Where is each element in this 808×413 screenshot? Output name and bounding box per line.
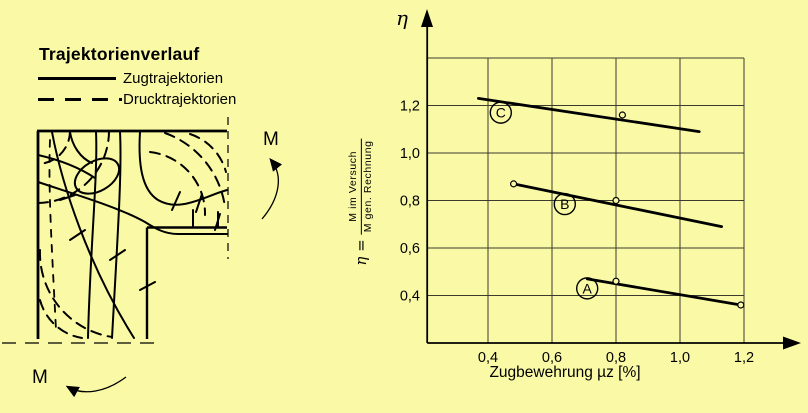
section-cut-lines — [2, 117, 229, 344]
legend-label-zugtrajektorien: Zugtrajektorien — [123, 70, 224, 87]
series-line-B — [512, 182, 723, 229]
trajectory-cross-ticks — [59, 191, 221, 291]
data-point-B — [509, 180, 518, 188]
moment-label-bottom: M — [32, 367, 48, 388]
y-axis-arrowhead — [421, 9, 433, 27]
series-label-B: B — [560, 196, 569, 212]
series-label-A: A — [583, 280, 593, 296]
y-tick-label: 0,4 — [400, 289, 420, 305]
y-tick-label: 1,0 — [400, 146, 420, 162]
trajectory-panel-title: Trajektorienverlauf — [39, 44, 200, 64]
fraction-denominator: M gen. Rechnung — [361, 140, 374, 233]
legend-label-drucktrajektorien: Drucktrajektorien — [123, 91, 237, 108]
series-line-C — [476, 96, 701, 134]
moment-arrow-top — [261, 157, 283, 220]
x-axis-label: Zugbewehrung µz [%] — [489, 364, 641, 381]
x-tick-label: 0,8 — [606, 350, 626, 366]
series-label-circle-A — [576, 277, 599, 300]
moment-label-top: M — [263, 129, 279, 150]
frame-outline — [36, 129, 227, 339]
series-line-A — [585, 277, 743, 307]
data-point-B — [612, 196, 620, 205]
series-label-circle-C — [489, 101, 512, 124]
y-axis-eta-symbol: η — [396, 6, 408, 30]
series-label-C: C — [496, 105, 506, 121]
x-tick-label: 1,2 — [734, 350, 754, 366]
tension-trajectories — [37, 131, 228, 339]
y-tick-label: 1,2 — [400, 99, 420, 115]
x-tick-label: 0,6 — [542, 350, 562, 366]
moment-arrow-bottom — [65, 376, 127, 398]
series-label-circle-B — [553, 192, 576, 216]
legend-solid-line-swatch — [38, 77, 116, 80]
y-axis-label-fraction: M im Versuch M gen. Rechnung — [346, 138, 375, 235]
y-tick-label: 0,6 — [400, 241, 420, 257]
moment-arrows — [65, 157, 283, 398]
x-tick-label: 0,4 — [478, 350, 498, 366]
legend-dashed-line-swatch — [38, 98, 122, 101]
fraction-numerator: M im Versuch — [346, 138, 362, 235]
corner-trajectory-drawing — [2, 117, 283, 398]
x-tick-label: 1,0 — [670, 350, 690, 366]
x-axis-arrowhead — [783, 336, 801, 350]
y-axis-label: η = M im Versuch M gen. Rechnung — [346, 138, 375, 266]
data-point-A — [612, 277, 620, 285]
compression-trajectories — [37, 130, 227, 339]
y-tick-label: 0,8 — [400, 194, 420, 210]
data-point-C — [618, 111, 627, 119]
y-axis-label-prefix: η = — [352, 239, 370, 266]
data-point-A — [737, 301, 745, 309]
